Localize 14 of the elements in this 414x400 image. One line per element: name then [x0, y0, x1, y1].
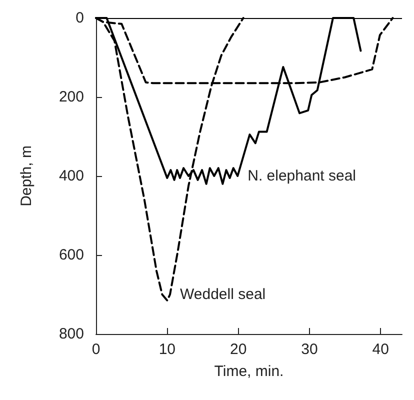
y-tick-label: 200 [58, 88, 84, 106]
series-label: N. elephant seal [248, 168, 356, 184]
x-tick-label: 0 [92, 341, 100, 358]
y-axis-title: Depth, m [18, 146, 35, 206]
y-tick-label: 0 [76, 10, 84, 26]
x-tick-label: 10 [158, 341, 176, 358]
series-label: Weddell seal [180, 286, 266, 303]
x-tick-label: 30 [301, 341, 318, 358]
x-axis-title: Time, min. [214, 363, 284, 380]
x-tick-label: 20 [230, 341, 247, 358]
y-tick-label: 400 [58, 168, 84, 184]
y-tick-label: 600 [58, 246, 84, 264]
y-tick-label: 800 [58, 326, 84, 342]
x-tick-label: 40 [372, 341, 389, 358]
